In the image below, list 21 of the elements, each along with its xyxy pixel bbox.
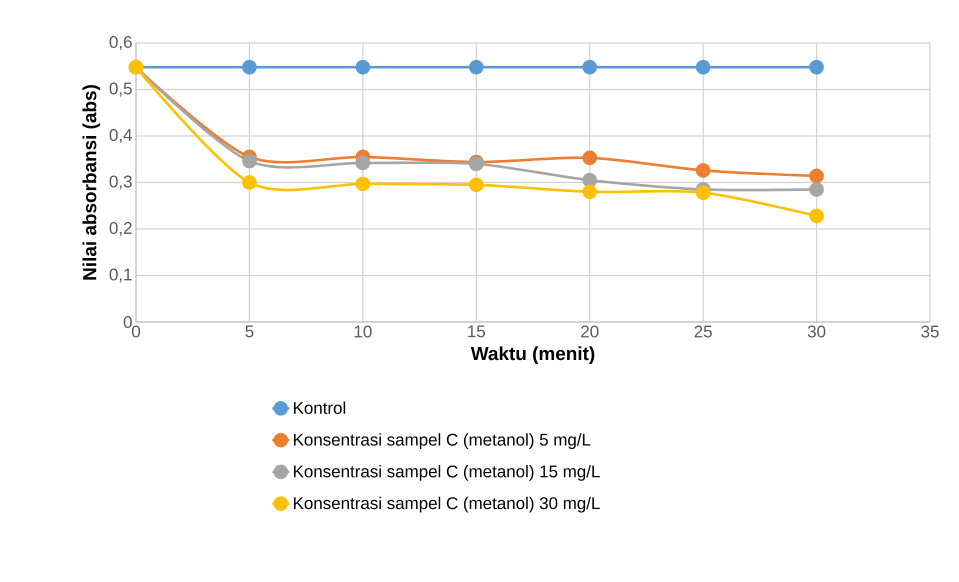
- x-tick-label: 35: [921, 326, 939, 338]
- legend-label: Kontrol: [294, 402, 346, 414]
- legend-label: Konsentrasi sampel C (metanol) 5 mg/L: [294, 433, 590, 450]
- x-tick-label: 20: [581, 326, 598, 338]
- y-tick-label: 0,5: [110, 82, 132, 96]
- x-axis-title: Waktu (menit): [470, 346, 594, 364]
- x-tick-label: 5: [245, 326, 254, 338]
- x-tick-label: 10: [354, 326, 372, 338]
- x-tick-label: 25: [694, 326, 712, 338]
- x-tick-label: 15: [468, 326, 485, 338]
- y-tick-label: 0,4: [110, 128, 132, 143]
- y-axis-title: Nilai absorbansi (abs): [82, 85, 100, 280]
- y-tick-label: 0,1: [110, 268, 132, 282]
- legend-label: Konsentrasi sampel C (metanol) 15 mg/L: [294, 465, 600, 481]
- x-tick-label: 0: [132, 326, 140, 338]
- x-tick-label: 30: [808, 326, 826, 338]
- y-tick-label: 0,3: [110, 175, 132, 190]
- y-tick-label: 0,2: [110, 222, 132, 236]
- y-tick-label: 0: [124, 316, 132, 328]
- y-tick-label: 0,6: [110, 36, 132, 50]
- legend-label: Konsentrasi sampel C (metanol) 30 mg/L: [294, 496, 600, 513]
